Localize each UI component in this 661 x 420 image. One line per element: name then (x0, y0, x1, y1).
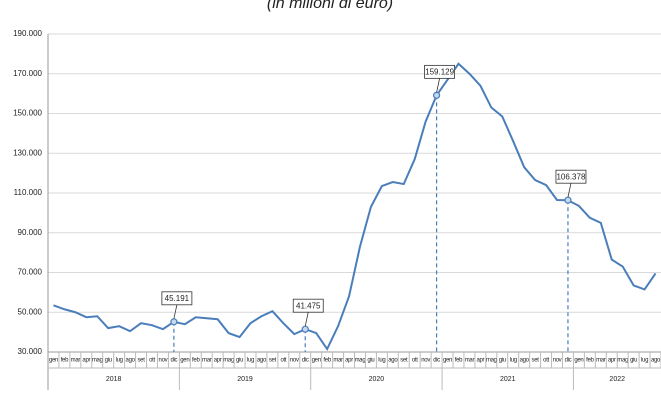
callout-box (292, 298, 324, 313)
x-tick-label: apr (608, 358, 616, 364)
x-tick-label: feb (61, 358, 69, 364)
x-tick-label: gen (312, 358, 321, 364)
callout-box (424, 64, 455, 79)
x-tick-label: mag (617, 358, 628, 364)
x-tick-label: set (137, 358, 145, 364)
x-tick-label: ago (257, 358, 267, 364)
x-tick-label: giu (630, 358, 637, 364)
x-tick-label: mar (71, 358, 81, 364)
x-tick-label: mar (333, 358, 343, 364)
callout-leader (436, 78, 440, 93)
x-tick-label: apr (476, 358, 484, 364)
y-tick-label: 50.000 (18, 307, 43, 316)
callout-box (555, 169, 587, 184)
series-line (53, 62, 657, 352)
x-tick-label: dic (170, 358, 177, 364)
x-tick-label: ott (280, 358, 286, 364)
y-tick-label: 130.000 (13, 148, 42, 157)
x-tick-label: giu (236, 358, 243, 364)
data-label: 106.378 (556, 172, 585, 181)
x-tick-label: giu (367, 358, 374, 364)
callout-leader (567, 183, 572, 198)
highlight-point (564, 196, 572, 204)
data-label: 45.191 (165, 294, 190, 303)
x-tick-label: ott (543, 358, 549, 364)
y-tick-label: 190.000 (13, 29, 42, 38)
year-label: 2018 (106, 376, 122, 383)
x-tick-label: lug (247, 358, 254, 364)
x-tick-label: mag (92, 358, 103, 364)
y-tick-label: 150.000 (13, 109, 42, 118)
highlight-point (170, 318, 178, 326)
x-tick-label: mar (465, 358, 475, 364)
x-tick-label: feb (586, 358, 594, 364)
x-tick-label: nov (553, 358, 562, 364)
y-tick-label: 170.000 (13, 69, 42, 78)
x-tick-label: mag (486, 358, 497, 364)
x-tick-label: lug (510, 358, 517, 364)
chart-title: (in milioni di euro) (267, 0, 393, 12)
x-tick-label: apr (214, 358, 222, 364)
x-tick-label: apr (82, 358, 90, 364)
x-tick-label: set (532, 358, 540, 364)
x-tick-label: ago (126, 358, 136, 364)
x-tick-label: dic (302, 358, 309, 364)
x-tick-label: giu (499, 358, 506, 364)
x-tick-label: dic (433, 358, 440, 364)
y-tick-label: 110.000 (14, 188, 43, 197)
x-tick-label: gen (180, 358, 189, 364)
data-label: 159.129 (425, 67, 454, 76)
x-tick-label: ago (388, 358, 398, 364)
x-tick-label: ago (651, 358, 661, 364)
x-tick-label: nov (421, 358, 430, 364)
x-tick-label: mar (596, 358, 606, 364)
x-tick-label: mar (202, 358, 212, 364)
data-label: 41.475 (296, 301, 321, 310)
x-tick-label: gen (443, 358, 452, 364)
x-tick-label: dic (565, 358, 572, 364)
highlight-point (301, 325, 309, 333)
year-label: 2022 (609, 376, 625, 383)
year-label: 2021 (500, 376, 516, 383)
x-tick-label: ott (149, 358, 155, 364)
x-tick-label: ott (412, 358, 418, 364)
x-tick-label: nov (159, 358, 168, 364)
x-tick-label: feb (192, 358, 200, 364)
x-tick-label: feb (323, 358, 331, 364)
x-tick-label: feb (455, 358, 463, 364)
x-tick-label: lug (378, 358, 385, 364)
x-tick-label: gen (49, 358, 58, 364)
x-tick-label: ago (520, 358, 530, 364)
highlight-point (432, 91, 441, 99)
callout-leader (173, 304, 178, 319)
x-tick-label: giu (105, 358, 112, 364)
y-tick-label: 30.000 (18, 347, 43, 356)
x-tick-label: lug (641, 358, 648, 364)
callout-box (161, 291, 193, 306)
x-tick-label: gen (574, 358, 583, 364)
y-tick-label: 90.000 (18, 228, 43, 237)
y-tick-label: 70.000 (18, 268, 43, 277)
year-label: 2020 (369, 376, 385, 383)
callout-leader (304, 312, 309, 327)
x-tick-label: set (269, 358, 277, 364)
x-tick-label: apr (345, 358, 353, 364)
x-tick-label: set (400, 358, 408, 364)
x-tick-label: mag (355, 358, 366, 364)
x-tick-label: lug (116, 358, 123, 364)
x-tick-label: mag (223, 358, 234, 364)
year-label: 2019 (237, 376, 253, 383)
x-tick-label: nov (290, 358, 299, 364)
